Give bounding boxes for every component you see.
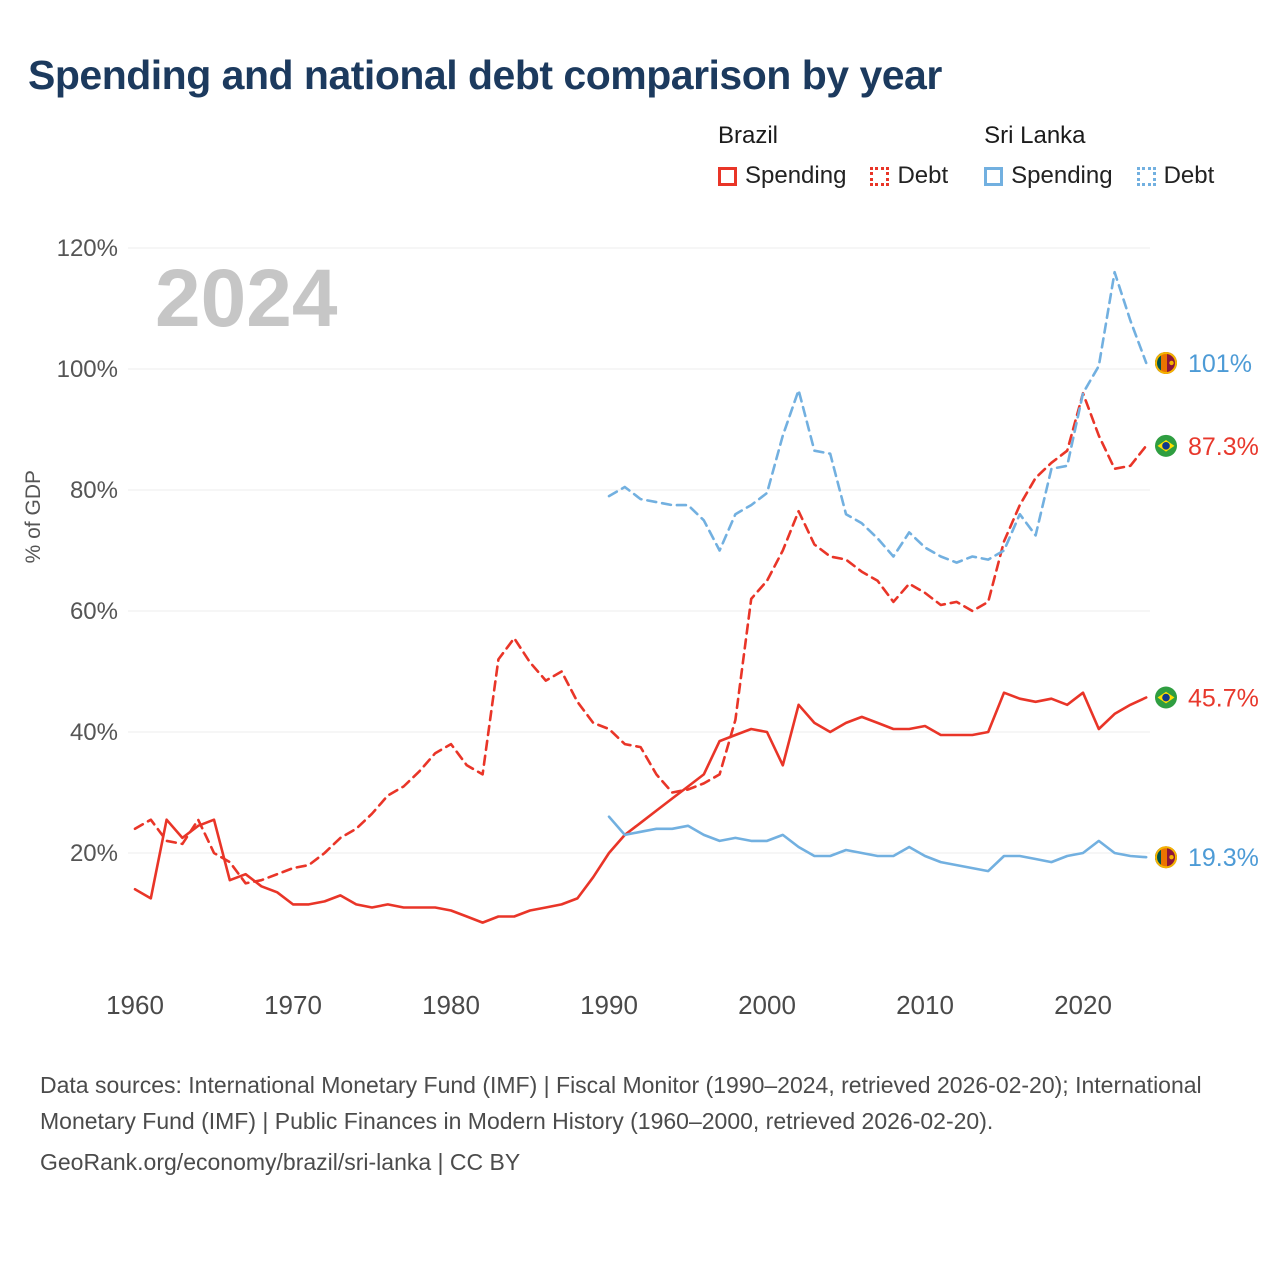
attribution-text: GeoRank.org/economy/brazil/sri-lanka | C… [40,1149,521,1176]
legend-title-brazil: Brazil [718,122,779,149]
svg-text:2020: 2020 [1054,990,1112,1020]
legend-item-label: Spending [1011,162,1113,189]
svg-text:2010: 2010 [896,990,954,1020]
svg-text:60%: 60% [70,598,118,625]
legend-item-brazil-spending: Spending [718,162,846,190]
svg-text:20%: 20% [70,840,118,867]
brazil-debt-line [133,391,1148,885]
sri-lanka-spending-swatch-icon [984,166,1004,186]
brazil-flag-icon [1155,686,1177,709]
svg-text:1970: 1970 [264,990,322,1020]
svg-text:100%: 100% [57,356,118,383]
sri-lanka-debt-end-label: 101% [1188,350,1252,378]
brazil-spending-end-label: 45.7% [1188,685,1259,713]
legend-item-sri-lanka-debt: Debt [1136,162,1215,190]
svg-text:1980: 1980 [422,990,480,1020]
sri-lanka-debt-line [607,270,1148,564]
sri-lanka-spending-line [607,815,1148,873]
legend-group-sri-lanka: Sri Lanka Spending Debt [984,122,1214,190]
data-sources-text: Data sources: International Monetary Fun… [40,1072,1202,1134]
legend-title-sri-lanka: Sri Lanka [984,122,1086,149]
sri-lanka-debt-swatch-icon [1136,166,1156,186]
y-axis-label: % of GDP [22,470,45,564]
sri-lanka-spending-end-label: 19.3% [1188,844,1259,872]
legend-item-label: Spending [745,162,847,189]
svg-text:120%: 120% [57,235,118,262]
svg-text:40%: 40% [70,719,118,746]
brazil-debt-swatch-icon [870,166,890,186]
brazil-flag-icon [1155,434,1177,457]
footer: Data sources: International Monetary Fun… [40,1068,1252,1187]
legend-group-brazil: Brazil Spending Debt [718,122,948,190]
brazil-spending-swatch-icon [718,166,737,186]
legend-item-label: Debt [897,162,949,189]
legend-item-sri-lanka-spending: Spending [984,162,1113,190]
svg-text:80%: 80% [70,477,118,504]
svg-text:1960: 1960 [106,990,164,1020]
chart-legend: Brazil Spending Debt Sri Lanka Spending [718,122,1214,190]
sri-lanka-flag-icon [1155,351,1177,374]
brazil-spending-line [133,691,1148,924]
page-title: Spending and national debt comparison by… [28,52,942,98]
svg-text:2000: 2000 [738,990,796,1020]
legend-item-label: Debt [1163,162,1215,189]
svg-text:1990: 1990 [580,990,638,1020]
watermark-year: 2024 [155,253,338,344]
brazil-debt-end-label: 87.3% [1188,433,1259,461]
sri-lanka-flag-icon [1155,846,1177,869]
legend-item-brazil-debt: Debt [870,162,948,190]
